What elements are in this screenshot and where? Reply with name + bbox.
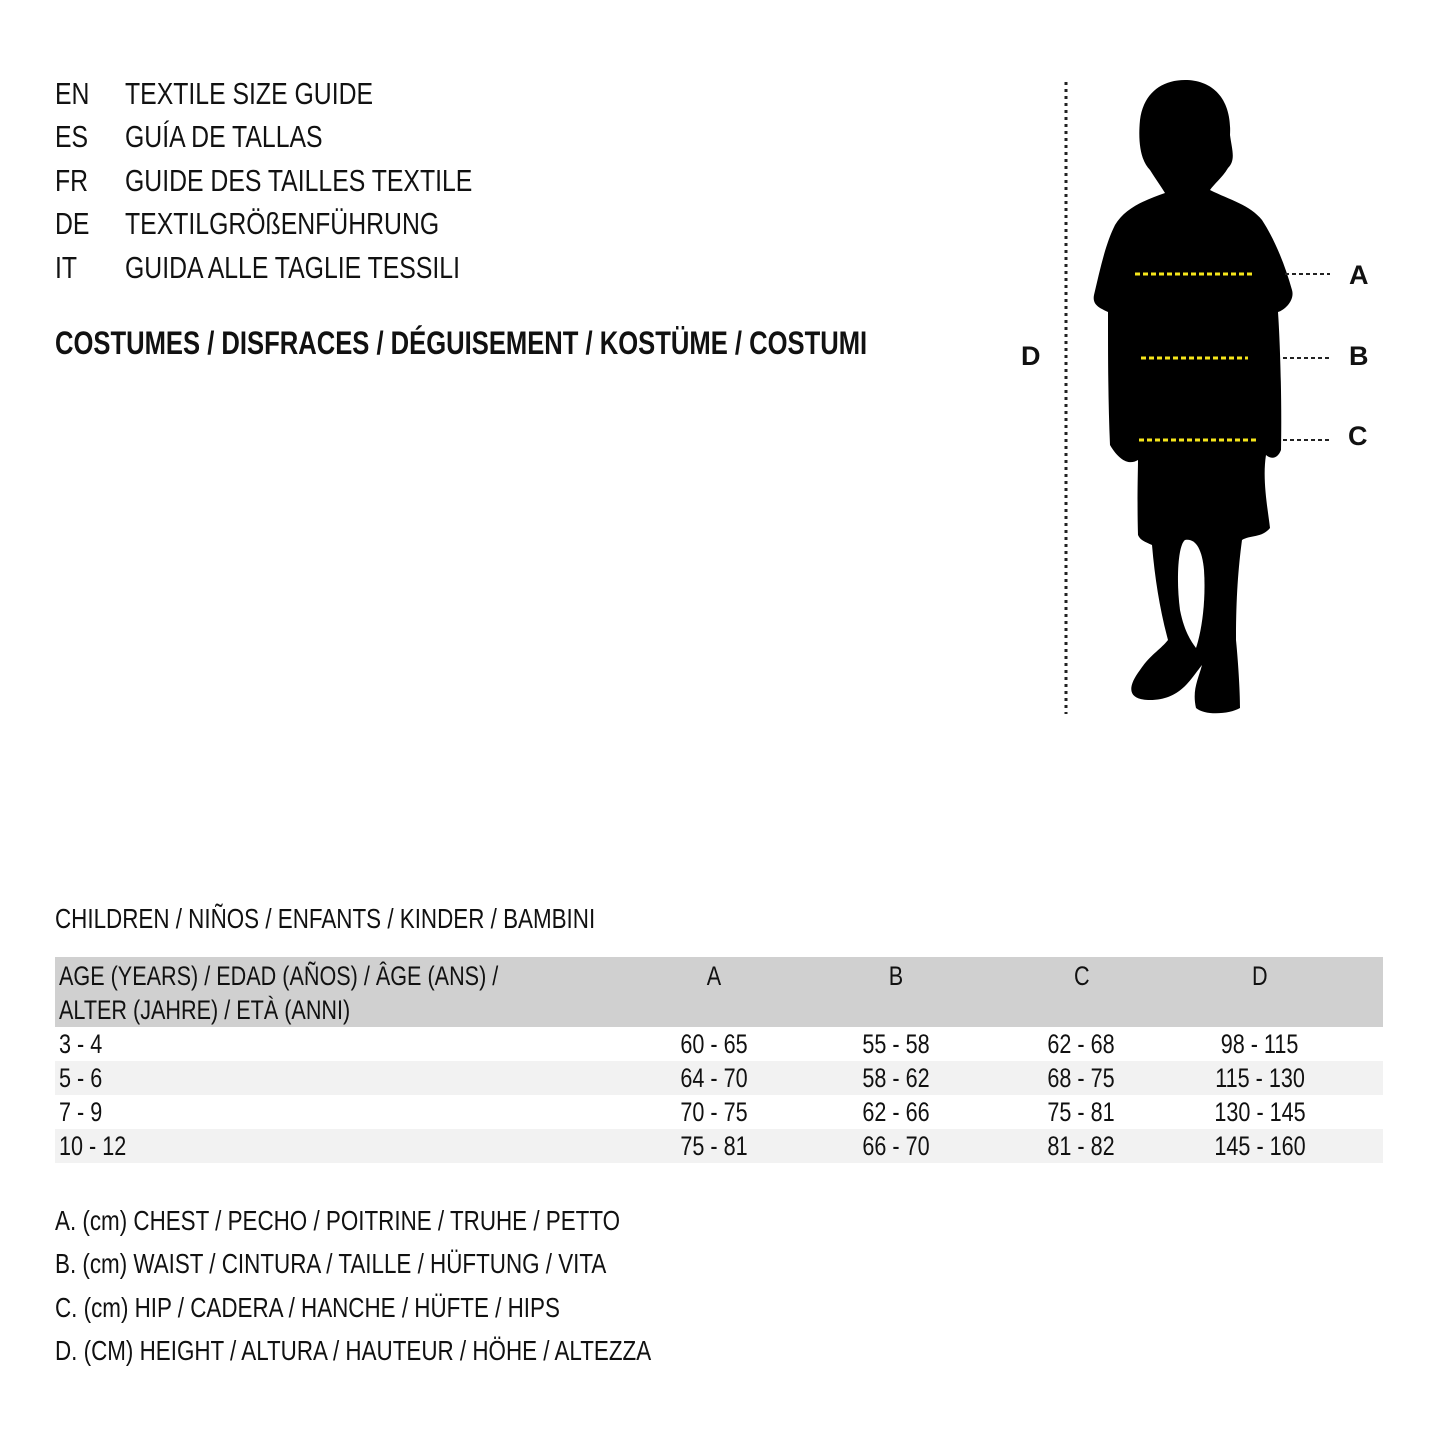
age-cell: 7 - 9	[55, 1095, 619, 1129]
measure-cell: 75 - 81	[984, 1095, 1179, 1129]
age-text: 10 - 12	[59, 1131, 127, 1161]
measure-cell: 98 - 115	[1179, 1027, 1341, 1061]
label-c: C	[1348, 421, 1368, 451]
category-heading-text: COSTUMES / DISFRACES / DÉGUISEMENT / KOS…	[55, 325, 868, 361]
section-title-text: CHILDREN / NIÑOS / ENFANTS / KINDER / BA…	[55, 903, 596, 934]
leg-gap	[1177, 539, 1205, 648]
guide-title: TEXTILE SIZE GUIDE	[125, 76, 374, 111]
legend-item-a: A. (cm) CHEST / PECHO / POITRINE / TRUHE…	[55, 1201, 761, 1241]
measure-text: 60 - 65	[680, 1029, 748, 1059]
category-heading: COSTUMES / DISFRACES / DÉGUISEMENT / KOS…	[55, 325, 1070, 362]
row-spacer	[1341, 1061, 1383, 1095]
column-header-text: D	[1252, 961, 1268, 991]
language-code: ES	[55, 119, 89, 154]
measure-cell: 55 - 58	[809, 1027, 984, 1061]
language-code: DE	[55, 206, 90, 241]
age-column-header: AGE (YEARS) / EDAD (AÑOS) / ÂGE (ANS) / …	[55, 957, 619, 1027]
child-silhouette-figure	[1064, 80, 1330, 714]
measure-text: 55 - 58	[862, 1029, 931, 1059]
age-cell: 5 - 6	[55, 1061, 619, 1095]
column-header-text: A	[706, 961, 722, 991]
measure-text: 58 - 62	[862, 1063, 931, 1093]
measure-text: 75 - 81	[1047, 1097, 1116, 1127]
age-header-line1: AGE (YEARS) / EDAD (AÑOS) / ÂGE (ANS) /	[59, 961, 499, 991]
measure-cell: 115 - 130	[1179, 1061, 1341, 1095]
label-b: B	[1349, 341, 1369, 371]
measure-cell: 145 - 160	[1179, 1129, 1341, 1163]
measure-cell: 66 - 70	[809, 1129, 984, 1163]
measure-cell: 62 - 66	[809, 1095, 984, 1129]
measure-cell: 68 - 75	[984, 1061, 1179, 1095]
column-header-a: A	[619, 957, 809, 1027]
column-header-c: C	[984, 957, 1179, 1027]
column-header-b: B	[809, 957, 984, 1027]
section-title: CHILDREN / NIÑOS / ENFANTS / KINDER / BA…	[55, 903, 730, 935]
table-row: 10 - 12 75 - 81 66 - 70 81 - 82 145 - 160	[55, 1129, 1383, 1163]
table-row: 5 - 6 64 - 70 58 - 62 68 - 75 115 - 130	[55, 1061, 1383, 1095]
label-a: A	[1349, 260, 1369, 290]
age-header-line2: ALTER (JAHRE) / ETÀ (ANNI)	[59, 995, 351, 1025]
row-spacer	[1341, 1027, 1383, 1061]
measure-text: 64 - 70	[680, 1063, 748, 1093]
measure-cell: 130 - 145	[1179, 1095, 1341, 1129]
measure-text: 130 - 145	[1214, 1097, 1306, 1127]
legend-item-d: D. (CM) HEIGHT / ALTURA / HAUTEUR / HÖHE…	[55, 1331, 800, 1371]
label-d: D	[1021, 341, 1041, 371]
measure-text: 75 - 81	[680, 1131, 748, 1161]
age-text: 7 - 9	[59, 1097, 103, 1127]
column-header-text: C	[1073, 961, 1090, 991]
measure-text: 68 - 75	[1047, 1063, 1116, 1093]
row-spacer	[1341, 1095, 1383, 1129]
age-cell: 10 - 12	[55, 1129, 619, 1163]
measure-text: 145 - 160	[1214, 1131, 1306, 1161]
age-cell: 3 - 4	[55, 1027, 619, 1061]
legend-text: B. (cm) WAIST / CINTURA / TAILLE / HÜFTU…	[55, 1248, 607, 1279]
measure-cell: 58 - 62	[809, 1061, 984, 1095]
legend-text: C. (cm) HIP / CADERA / HANCHE / HÜFTE / …	[55, 1292, 560, 1323]
header-spacer	[1341, 957, 1383, 1027]
guide-title: GUIDA ALLE TAGLIE TESSILI	[125, 250, 460, 285]
language-code: EN	[55, 76, 90, 111]
table-row: 7 - 9 70 - 75 62 - 66 75 - 81 130 - 145	[55, 1095, 1383, 1129]
measure-cell: 60 - 65	[619, 1027, 809, 1061]
table-header-row: AGE (YEARS) / EDAD (AÑOS) / ÂGE (ANS) / …	[55, 957, 1383, 1027]
row-spacer	[1341, 1129, 1383, 1163]
measure-text: 70 - 75	[680, 1097, 748, 1127]
measure-cell: 75 - 81	[619, 1129, 809, 1163]
measure-cell: 70 - 75	[619, 1095, 809, 1129]
measure-cell: 64 - 70	[619, 1061, 809, 1095]
legend-text: A. (cm) CHEST / PECHO / POITRINE / TRUHE…	[55, 1205, 621, 1236]
guide-title: GUÍA DE TALLAS	[125, 119, 323, 154]
measure-text: 62 - 68	[1047, 1029, 1116, 1059]
measure-text: 62 - 66	[862, 1097, 931, 1127]
measure-text: 115 - 130	[1215, 1063, 1305, 1093]
language-code: IT	[55, 250, 78, 285]
measure-text: 66 - 70	[862, 1131, 931, 1161]
size-table: AGE (YEARS) / EDAD (AÑOS) / ÂGE (ANS) / …	[55, 957, 1383, 1163]
legend-item-b: B. (cm) WAIST / CINTURA / TAILLE / HÜFTU…	[55, 1244, 744, 1284]
measure-cell: 81 - 82	[984, 1129, 1179, 1163]
guide-title: TEXTILGRÖßENFÜHRUNG	[125, 206, 440, 241]
table-row: 3 - 4 60 - 65 55 - 58 62 - 68 98 - 115	[55, 1027, 1383, 1061]
age-text: 3 - 4	[59, 1029, 103, 1059]
column-header-text: B	[889, 961, 904, 991]
column-header-d: D	[1179, 957, 1341, 1027]
child-silhouette	[1093, 80, 1293, 714]
legend-text: D. (CM) HEIGHT / ALTURA / HAUTEUR / HÖHE…	[55, 1335, 652, 1366]
legend-item-c: C. (cm) HIP / CADERA / HANCHE / HÜFTE / …	[55, 1288, 686, 1328]
language-code: FR	[55, 163, 89, 198]
age-text: 5 - 6	[59, 1063, 103, 1093]
measure-cell: 62 - 68	[984, 1027, 1179, 1061]
measure-text: 81 - 82	[1047, 1131, 1116, 1161]
guide-title: GUIDE DES TAILLES TEXTILE	[125, 163, 473, 198]
measure-text: 98 - 115	[1221, 1029, 1299, 1059]
